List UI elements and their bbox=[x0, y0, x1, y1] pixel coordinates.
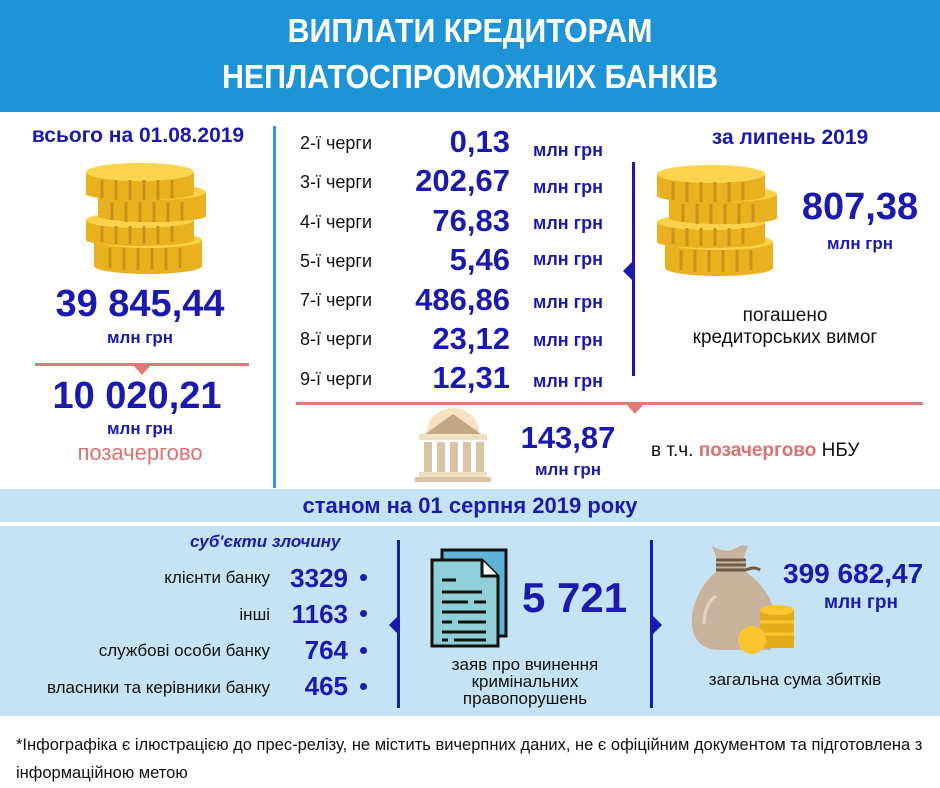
bullet-icon bbox=[360, 574, 367, 581]
subject-label: клієнти банку bbox=[164, 568, 270, 587]
nbu-caption: в т.ч. позачергово НБУ bbox=[651, 440, 859, 462]
queue-value: 202,67 bbox=[415, 163, 510, 198]
divider-pointer bbox=[134, 366, 150, 375]
left-divider bbox=[35, 363, 249, 366]
july-title: за липень 2019 bbox=[711, 126, 869, 149]
money-bag-icon bbox=[691, 545, 794, 654]
reports-value: 5 721 bbox=[522, 574, 628, 621]
queue-label: 7-ї черги bbox=[300, 290, 373, 310]
july-caption-line2: кредиторських вимог bbox=[692, 327, 878, 348]
queue-label: 5-ї черги bbox=[300, 251, 373, 271]
documents-icon bbox=[430, 548, 508, 648]
coin-stack-icon bbox=[657, 165, 777, 276]
bullet-icon bbox=[360, 647, 367, 654]
left-panel-title: всього на 01.08.2019 bbox=[31, 124, 245, 147]
subjects-bracket-line bbox=[397, 540, 400, 708]
subject-value: 3329 bbox=[290, 563, 348, 593]
queue-value: 5,46 bbox=[449, 242, 510, 277]
queue-unit: млн грн bbox=[533, 213, 603, 233]
losses-caption: загальна сума збитків bbox=[708, 670, 882, 689]
queue-unit: млн грн bbox=[533, 330, 603, 350]
july-caption-line1: погашено bbox=[742, 305, 828, 326]
queue-unit: млн грн bbox=[533, 292, 603, 312]
queue-label: 4-ї черги bbox=[300, 212, 373, 232]
subject-value: 764 bbox=[304, 635, 348, 665]
section-divider-vertical bbox=[273, 126, 276, 488]
title-line-2: НЕПЛАТОСПРОМОЖНИХ БАНКІВ bbox=[221, 58, 719, 95]
queue-unit: млн грн bbox=[533, 140, 603, 160]
nbu-divider bbox=[296, 402, 923, 405]
losses-bracket-line bbox=[650, 540, 653, 708]
bullet-icon bbox=[360, 610, 367, 617]
queue-bracket-line bbox=[632, 162, 635, 376]
priority-unit: млн грн bbox=[106, 419, 174, 438]
page-header: ВИПЛАТИ КРЕДИТОРАМ НЕПЛАТОСПРОМОЖНИХ БАН… bbox=[0, 0, 940, 112]
nbu-caption-prefix: в т.ч. bbox=[651, 440, 694, 461]
subjects-bracket-pointer bbox=[389, 616, 398, 634]
reports-caption-line3: правопорушень bbox=[462, 689, 588, 708]
disclaimer: *Інфографіка є ілюстрацією до прес-реліз… bbox=[16, 736, 923, 782]
total-paid-unit: млн грн bbox=[106, 328, 174, 347]
subject-label: власники та керівники банку bbox=[46, 678, 270, 697]
july-value: 807,38 bbox=[801, 186, 919, 228]
queue-label: 9-ї черги bbox=[300, 369, 373, 389]
reports-caption-line2: кримінальних bbox=[471, 672, 579, 691]
losses-bracket-pointer bbox=[653, 616, 662, 634]
nbu-divider-pointer bbox=[627, 405, 643, 414]
subject-value: 1163 bbox=[291, 599, 348, 629]
status-band-title: станом на 01 серпня 2019 року bbox=[0, 489, 940, 522]
queue-value: 76,83 bbox=[432, 203, 510, 238]
bank-building-icon bbox=[415, 408, 491, 482]
subject-value: 465 bbox=[304, 671, 348, 701]
losses-value: 399 682,47 bbox=[783, 558, 924, 589]
coin-stack-icon bbox=[86, 163, 206, 274]
july-caption: погашено кредиторських вимог bbox=[660, 305, 910, 349]
queue-value: 12,31 bbox=[432, 360, 510, 395]
queue-unit: млн грн bbox=[533, 177, 603, 197]
queue-bracket-pointer bbox=[623, 262, 632, 280]
reports-caption: заяв про вчинення кримінальних правопору… bbox=[410, 656, 640, 707]
subject-label: службові особи банку bbox=[98, 641, 270, 660]
queue-label: 8-ї черги bbox=[300, 329, 373, 349]
priority-label: позачергово bbox=[77, 440, 203, 465]
queue-label: 3-ї черги bbox=[300, 172, 373, 192]
title-line-1: ВИПЛАТИ КРЕДИТОРАМ bbox=[287, 12, 653, 49]
queue-label: 2-ї черги bbox=[300, 133, 373, 153]
nbu-caption-highlight: позачергово bbox=[698, 440, 817, 461]
reports-caption-line1: заяв про вчинення bbox=[451, 655, 599, 674]
queue-value: 23,12 bbox=[432, 321, 510, 356]
nbu-value: 143,87 bbox=[520, 420, 616, 455]
queue-value: 0,13 bbox=[449, 124, 510, 159]
priority-value: 10 020,21 bbox=[52, 375, 222, 417]
queue-value: 486,86 bbox=[415, 282, 510, 317]
total-paid-value: 39 845,44 bbox=[55, 283, 225, 325]
subjects-title: суб'єкти злочину bbox=[190, 532, 341, 551]
queue-unit: млн грн bbox=[533, 371, 603, 391]
queue-unit: млн грн bbox=[533, 249, 603, 269]
losses-unit: млн грн bbox=[824, 592, 898, 613]
nbu-caption-suffix: НБУ bbox=[821, 440, 860, 461]
subject-label: інші bbox=[239, 605, 270, 624]
nbu-unit: млн грн bbox=[534, 460, 602, 479]
july-unit: млн грн bbox=[826, 234, 894, 253]
bullet-icon bbox=[360, 683, 367, 690]
